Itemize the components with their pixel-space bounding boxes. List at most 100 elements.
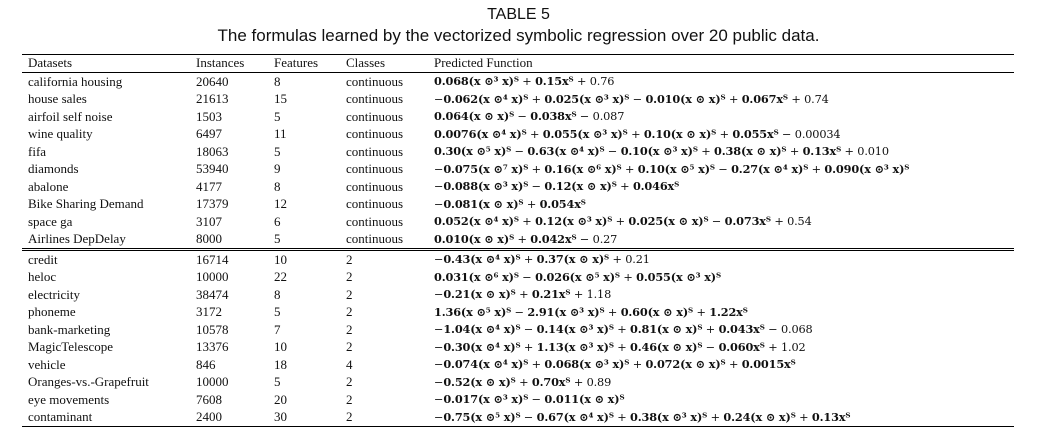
dataset-cell: phoneme (28, 304, 76, 319)
features-cell: 8 (274, 286, 281, 302)
features-cell: 11 (274, 126, 287, 141)
features-cell: 5 (274, 143, 281, 159)
classes-cell: continuous (346, 213, 404, 229)
features-cell: 20 (274, 391, 287, 407)
formula-cell: 0.0076(x ⊙⁴ x)ᵀ + 0.055(x ⊙³ x)ᵀ + 0.10(… (434, 126, 841, 141)
instances-cell: 3172 (196, 304, 222, 319)
dataset-cell: eye movements (28, 391, 110, 407)
dataset-cell: space ga (28, 213, 73, 229)
features-cell: 5 (274, 231, 281, 246)
classes-cell: continuous (346, 231, 404, 246)
header-row: Datasets Instances Features Classes Pred… (22, 54, 1014, 73)
instances-cell: 13376 (196, 339, 229, 354)
table-row: diamonds 53940 9 continuous −0.075(x ⊙⁷ x)ᵀ … (22, 161, 1014, 179)
features-cell: 5 (274, 108, 281, 124)
instances-cell: 4177 (196, 178, 222, 194)
table-row: eye movements 7608 20 2 −0.017(x ⊙³ x)ᵀ − 0.… (22, 391, 1014, 409)
formula-cell: 0.064(x ⊙ x)ᵀ − 0.038xᵀ − 0.087 (434, 109, 625, 123)
dataset-cell: electricity (28, 286, 80, 302)
table-row: contaminant 2400 30 2 −0.75(x ⊙⁵ x)ᵀ − 0.67(… (22, 409, 1014, 427)
classes-cell: 2 (346, 321, 353, 337)
table-row: heloc 10000 22 2 0.031(x ⊙⁶ x)ᵀ − 0.026(x ⊙⁵… (22, 269, 1014, 287)
dataset-cell: Bike Sharing Demand (28, 196, 144, 211)
table-row: abalone 4177 8 continuous −0.088(x ⊙³ x)ᵀ − … (22, 178, 1014, 196)
classes-cell: continuous (346, 178, 404, 194)
col-header-datasets: Datasets (22, 54, 190, 73)
instances-cell: 10000 (196, 269, 229, 284)
classes-cell: 2 (346, 286, 353, 302)
dataset-cell: bank-marketing (28, 321, 111, 337)
dataset-cell: Oranges-vs.-Grapefruit (28, 374, 149, 389)
instances-cell: 6497 (196, 126, 222, 141)
table-row: wine quality 6497 11 continuous 0.0076(x ⊙⁴ … (22, 126, 1014, 144)
instances-cell: 53940 (196, 161, 229, 176)
classes-cell: 2 (346, 374, 353, 389)
formula-cell: −1.04(x ⊙⁴ x)ᵀ − 0.14(x ⊙³ x)ᵀ + 0.81(x … (434, 322, 813, 336)
features-cell: 15 (274, 91, 287, 106)
instances-cell: 10000 (196, 374, 229, 389)
classes-cell: 4 (346, 356, 353, 372)
classes-cell: 2 (340, 248, 428, 269)
formula-cell: 1.36(x ⊙⁵ x)ᵀ − 2.91(x ⊙³ x)ᵀ + 0.60(x ⊙… (434, 304, 748, 319)
features-cell: 30 (274, 409, 287, 424)
table-row: vehicle 846 18 4 −0.074(x ⊙⁴ x)ᵀ + 0.068(x ⊙… (22, 356, 1014, 374)
instances-cell: 7608 (196, 391, 222, 407)
table-row: bank-marketing 10578 7 2 −1.04(x ⊙⁴ x)ᵀ − 0.… (22, 321, 1014, 339)
col-header-predicted-function: Predicted Function (428, 54, 1014, 73)
instances-cell: 2400 (196, 409, 222, 424)
instances-cell: 38474 (196, 286, 229, 302)
formula-cell: −0.52(x ⊙ x)ᵀ + 0.70xᵀ + 0.89 (434, 374, 612, 389)
table-row: house sales 21613 15 continuous −0.062(x ⊙⁴ … (22, 91, 1014, 109)
dataset-cell: abalone (28, 178, 69, 194)
formula-cell: −0.088(x ⊙³ x)ᵀ − 0.12(x ⊙ x)ᵀ + 0.046xᵀ (434, 179, 680, 193)
classes-cell: continuous (346, 108, 404, 124)
dataset-cell: diamonds (28, 161, 79, 176)
col-header-classes: Classes (340, 54, 428, 73)
classes-cell: continuous (346, 196, 404, 211)
classes-cell: continuous (346, 73, 404, 89)
classes-cell: 2 (346, 391, 353, 407)
features-cell: 10 (268, 248, 340, 269)
features-cell: 8 (274, 178, 281, 194)
col-header-instances: Instances (190, 54, 268, 73)
formula-cell: 0.010(x ⊙ x)ᵀ + 0.042xᵀ − 0.27 (434, 231, 618, 246)
dataset-cell: contaminant (28, 409, 93, 424)
table-row: MagicTelescope 13376 10 2 −0.30(x ⊙⁴ x)ᵀ + 1… (22, 339, 1014, 357)
instances-cell: 8000 (196, 231, 222, 246)
formula-cell: −0.081(x ⊙ x)ᵀ + 0.054xᵀ (434, 196, 586, 211)
formula-cell: 0.30(x ⊙⁵ x)ᵀ − 0.63(x ⊙⁴ x)ᵀ − 0.10(x ⊙… (434, 144, 889, 158)
features-cell: 18 (274, 356, 287, 372)
dataset-cell: vehicle (28, 356, 66, 372)
instances-cell: 1503 (196, 108, 222, 124)
formula-cell: −0.074(x ⊙⁴ x)ᵀ + 0.068(x ⊙³ x)ᵀ + 0.072… (434, 357, 796, 371)
table-row: airfoil self noise 1503 5 continuous 0.064(x… (22, 108, 1014, 126)
classes-cell: continuous (346, 126, 404, 141)
table-row: Airlines DepDelay 8000 5 continuous 0.010(x … (22, 231, 1014, 250)
classes-cell: 2 (346, 409, 353, 424)
formula-cell: 0.052(x ⊙⁴ x)ᵀ + 0.12(x ⊙³ x)ᵀ + 0.025(x… (434, 214, 812, 228)
classes-cell: continuous (346, 143, 404, 159)
dataset-cell: MagicTelescope (28, 339, 113, 354)
classes-cell: continuous (346, 91, 404, 106)
features-cell: 6 (274, 213, 281, 229)
instances-cell: 18063 (196, 143, 229, 159)
table-row: Bike Sharing Demand 17379 12 continuous −0.0… (22, 196, 1014, 214)
formula-cell: −0.30(x ⊙⁴ x)ᵀ + 1.13(x ⊙³ x)ᵀ + 0.46(x … (434, 339, 806, 354)
features-cell: 10 (274, 339, 287, 354)
dataset-cell: california housing (28, 73, 123, 89)
features-cell: 12 (274, 196, 287, 211)
table-row: phoneme 3172 5 2 1.36(x ⊙⁵ x)ᵀ − 2.91(x ⊙³ x… (22, 304, 1014, 322)
features-cell: 5 (274, 374, 281, 389)
features-cell: 22 (274, 269, 287, 284)
table-row: space ga 3107 6 continuous 0.052(x ⊙⁴ x)ᵀ + … (22, 213, 1014, 231)
classes-cell: 2 (346, 269, 353, 284)
table-row: california housing 20640 8 continuous 0.068(… (22, 73, 1014, 91)
dataset-cell: house sales (28, 91, 87, 106)
formula-cell: 0.068(x ⊙³ x)ᵀ + 0.15xᵀ + 0.76 (434, 74, 615, 88)
features-cell: 9 (274, 161, 281, 176)
instances-cell: 16714 (190, 248, 268, 269)
features-cell: 7 (274, 321, 281, 337)
col-header-features: Features (268, 54, 340, 73)
table-row: fifa 18063 5 continuous 0.30(x ⊙⁵ x)ᵀ − 0.63… (22, 143, 1014, 161)
instances-cell: 10578 (196, 321, 229, 337)
